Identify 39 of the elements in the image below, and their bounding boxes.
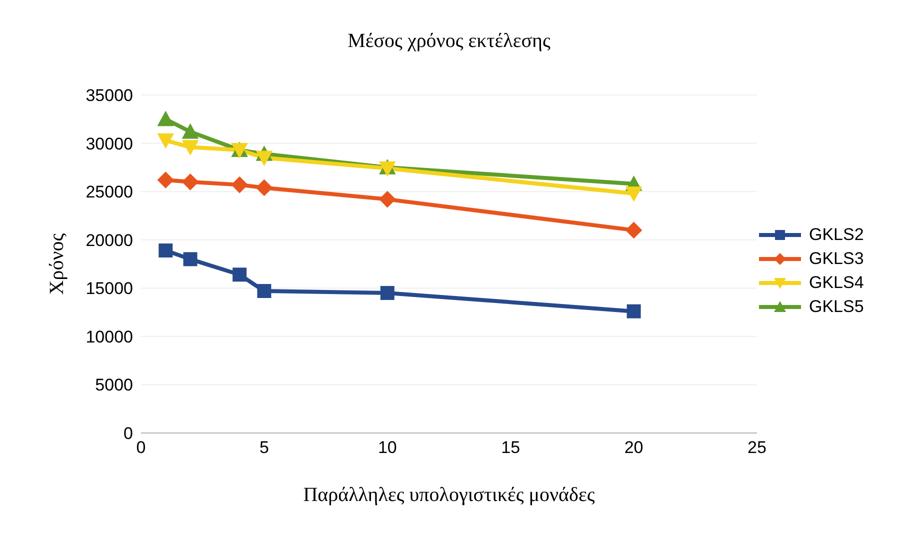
point [626,304,641,318]
x-axis-title: Παράλληλες υπολογιστικές μονάδες [303,484,595,506]
y-tick-label: 30000 [86,134,133,154]
point [380,286,394,300]
point [182,174,199,190]
y-axis-title: Χρόνος [46,233,68,295]
point [231,176,248,194]
x-tick-label: 15 [501,438,520,458]
y-tick-label: 5000 [95,376,133,395]
y-tick-label: 0 [124,424,133,444]
point [257,284,272,298]
point [182,140,199,156]
point [625,222,642,239]
point [157,133,174,149]
legend-label: GKLS3 [809,248,864,268]
point [232,268,247,282]
x-tick-label: 5 [259,438,269,458]
point [183,252,198,266]
x-tick-label: 20 [624,438,644,458]
y-tick-label: 15000 [86,279,133,298]
legend-label: GKLS4 [809,272,864,292]
y-tick-label: 10000 [86,327,133,346]
point [158,243,173,258]
x-tick-label: 0 [136,438,146,458]
point [625,186,642,202]
legend-label: GKLS2 [809,224,864,244]
y-tick-label: 20000 [86,230,133,250]
point [256,179,273,196]
point [157,110,174,126]
y-tick-label: 25000 [86,182,133,202]
x-tick-label: 25 [748,438,766,458]
point [379,190,396,208]
point [157,172,174,188]
y-tick-label: 35000 [86,86,133,106]
chart-title: Μέσος χρόνος εκτέλεσης [346,30,552,53]
x-tick-label: 10 [378,438,397,458]
point [182,123,199,139]
point [256,150,273,166]
legend-label: GKLS5 [809,296,864,316]
